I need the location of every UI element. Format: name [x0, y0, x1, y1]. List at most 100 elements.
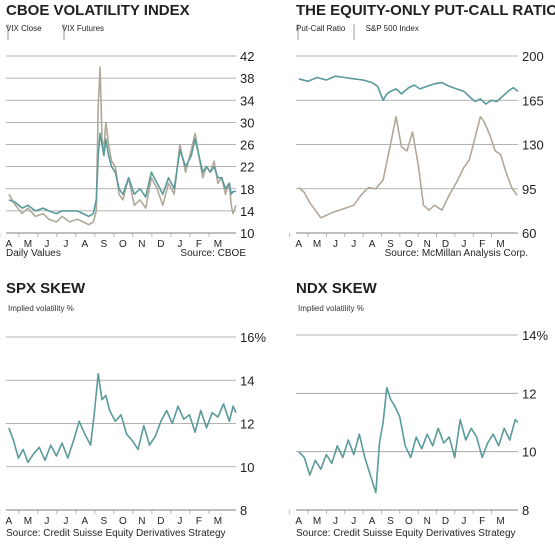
y-tick-label: 30: [240, 115, 254, 130]
x-tick-label: N: [424, 239, 431, 250]
x-tick-label: F: [196, 516, 202, 527]
x-tick-label: J: [333, 239, 338, 250]
series-line: [8, 66, 237, 226]
legend-item-vix-futures: VIX Futures: [62, 24, 104, 33]
legend-item-sp500: S&P 500 Index: [366, 24, 419, 33]
x-tick-label: M: [214, 239, 222, 250]
x-tick-label: J: [351, 239, 356, 250]
y-tick-label: 14: [240, 204, 254, 219]
x-tick-label: A: [82, 239, 89, 250]
panel-title: NDX SKEW: [296, 280, 377, 297]
legend: Put-Call Ratio S&P 500 Index: [296, 24, 437, 40]
series-line: [298, 386, 519, 494]
x-tick-label: J: [177, 516, 182, 527]
footer-left: Source: Credit Suisse Equity Derivatives…: [296, 528, 516, 539]
x-tick-label: S: [387, 516, 394, 527]
x-tick-label: O: [119, 516, 127, 527]
x-tick-label: A: [6, 239, 13, 250]
footer-left: Source: Credit Suisse Equity Derivatives…: [6, 528, 226, 539]
x-tick-label: J: [351, 516, 356, 527]
panel-subtitle: Implied volatility %: [298, 304, 364, 313]
panel-title: SPX SKEW: [6, 280, 86, 297]
panel-vix: CBOE VOLATILITY INDEX VIX Close VIX Futu…: [0, 2, 266, 272]
y-tick-label: 10: [240, 460, 254, 475]
x-tick-label: O: [405, 516, 413, 527]
legend-label: VIX Futures: [61, 24, 105, 33]
x-tick-label: M: [313, 239, 321, 250]
x-tick-label: S: [101, 239, 108, 250]
x-tick-label: M: [214, 516, 222, 527]
panel-title: THE EQUITY-ONLY PUT-CALL RATIO: [296, 2, 555, 19]
y-tick-label: 16%: [240, 330, 266, 345]
x-tick-label: A: [295, 516, 302, 527]
y-tick-label: 26: [240, 138, 254, 153]
x-tick-label: F: [479, 239, 485, 250]
x-tick-label: M: [496, 239, 504, 250]
legend-label: S&P 500 Index: [365, 24, 419, 33]
x-tick-label: D: [442, 516, 449, 527]
x-tick-label: F: [479, 516, 485, 527]
y-tick-label: 165: [522, 93, 544, 108]
legend-item-put-call: Put-Call Ratio: [296, 24, 345, 33]
footer-left: Daily Values: [6, 248, 61, 259]
x-tick-label: M: [24, 239, 32, 250]
x-tick-label: J: [333, 516, 338, 527]
x-tick-label: D: [157, 239, 164, 250]
panel-title: CBOE VOLATILITY INDEX: [6, 2, 190, 19]
x-tick-label: A: [369, 516, 376, 527]
series-line: [298, 115, 518, 219]
series-line: [298, 75, 519, 105]
y-tick-label: 38: [240, 71, 254, 86]
x-tick-label: M: [496, 516, 504, 527]
y-tick-label: 34: [240, 93, 254, 108]
x-tick-label: M: [313, 516, 321, 527]
x-tick-label: O: [119, 239, 127, 250]
series-line: [8, 132, 236, 218]
x-tick-label: J: [461, 239, 466, 250]
panel-subtitle: Implied volatility %: [8, 304, 74, 313]
y-tick-label: 12: [240, 417, 254, 432]
x-tick-label: J: [63, 516, 68, 527]
x-tick-label: J: [44, 239, 49, 250]
footer-right: Source: CBOE: [180, 248, 246, 259]
x-tick-label: F: [196, 239, 202, 250]
y-tick-label: 12: [522, 386, 536, 401]
panel-ndx-skew: NDX SKEW Implied volatility % 14% 12 10 8 A M…: [289, 280, 555, 550]
footer-right: Source: McMillan Analysis Corp.: [384, 248, 528, 259]
x-tick-label: A: [295, 239, 302, 250]
panel-spx-skew: SPX SKEW Implied volatility % 16% 14 12 10 8…: [0, 280, 266, 550]
x-tick-label: S: [101, 516, 108, 527]
legend-label: Put-Call Ratio: [296, 24, 346, 33]
x-tick-label: J: [177, 239, 182, 250]
series-line: [8, 373, 237, 464]
y-tick-label: 14: [240, 373, 254, 388]
legend: VIX Close VIX Futures: [6, 24, 122, 40]
x-tick-label: D: [157, 516, 164, 527]
y-tick-label: 200: [522, 49, 544, 64]
y-tick-label: 8: [240, 503, 247, 518]
x-tick-label: J: [63, 239, 68, 250]
x-tick-label: M: [24, 516, 32, 527]
y-tick-label: 8: [522, 503, 529, 518]
y-tick-label: 10: [240, 226, 254, 241]
y-tick-label: 95: [522, 182, 536, 197]
x-tick-label: N: [138, 516, 145, 527]
y-tick-label: 22: [240, 160, 254, 175]
x-tick-label: A: [6, 516, 13, 527]
x-tick-label: J: [44, 516, 49, 527]
y-tick-label: 42: [240, 49, 254, 64]
x-tick-label: J: [461, 516, 466, 527]
x-tick-label: A: [82, 516, 89, 527]
legend-item-vix-close: VIX Close: [6, 24, 42, 33]
y-tick-label: 130: [522, 138, 544, 153]
y-tick-label: 60: [522, 226, 536, 241]
x-tick-label: N: [138, 239, 145, 250]
x-tick-label: A: [369, 239, 376, 250]
x-tick-label: D: [442, 239, 449, 250]
legend-label: VIX Close: [6, 24, 42, 33]
